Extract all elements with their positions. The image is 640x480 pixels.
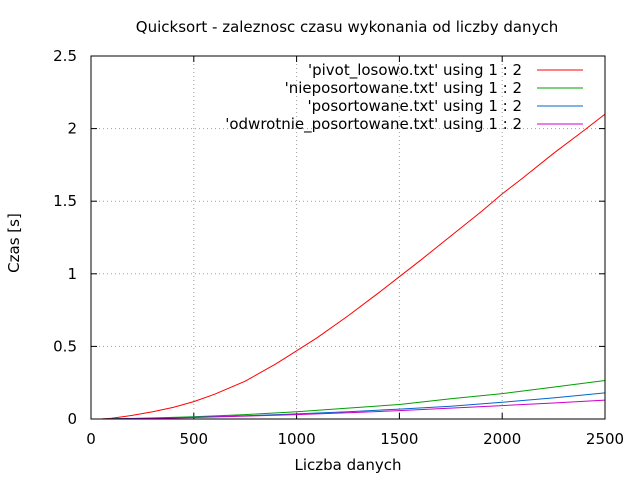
legend-entry-label: 'posortowane.txt' using 1 : 2 (308, 97, 523, 115)
legend-entry-label: 'odwrotnie_posortowane.txt' using 1 : 2 (225, 115, 522, 134)
x-axis-label: Liczba danych (295, 456, 402, 474)
legend-entry-label: 'pivot_losowo.txt' using 1 : 2 (308, 61, 522, 80)
grid (91, 56, 605, 419)
series-line (101, 113, 606, 420)
x-tick-label: 1500 (380, 430, 418, 448)
y-tick-label: 1 (67, 265, 77, 283)
legend: 'pivot_losowo.txt' using 1 : 2'nieposort… (225, 61, 583, 134)
x-tick-label: 0 (86, 430, 96, 448)
x-tick-label: 1000 (278, 430, 316, 448)
chart-title: Quicksort - zaleznosc czasu wykonania od… (136, 18, 558, 36)
x-tick-label: 2000 (483, 430, 521, 448)
series-line (101, 399, 606, 420)
y-tick-label: 1.5 (53, 192, 77, 210)
y-axis-label: Czas [s] (5, 213, 23, 273)
plot-frame (90, 55, 606, 420)
x-tick-label: 2500 (586, 430, 624, 448)
y-tick-label: 0 (67, 410, 77, 428)
y-tick-label: 2.5 (53, 47, 77, 65)
x-tick-label: 500 (179, 430, 208, 448)
plot-series (101, 113, 606, 420)
y-tick-label: 0.5 (53, 337, 77, 355)
y-tick-label: 2 (67, 120, 77, 138)
legend-entry-label: 'nieposortowane.txt' using 1 : 2 (285, 79, 522, 97)
